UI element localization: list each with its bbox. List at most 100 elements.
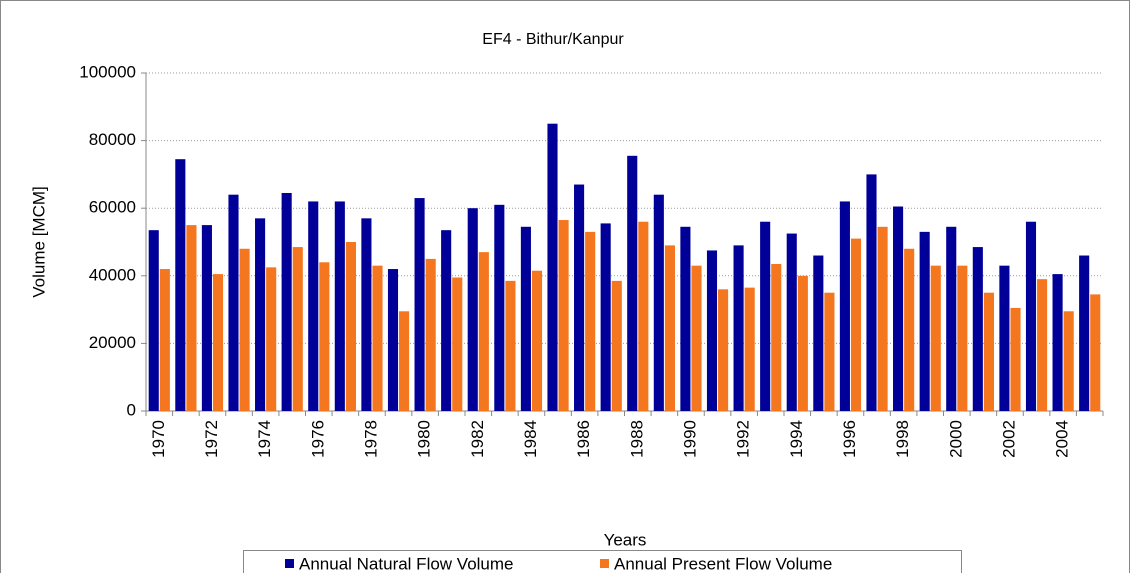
bar	[292, 247, 303, 411]
x-tick-label: 1996	[840, 420, 859, 458]
bar	[930, 265, 941, 411]
bar	[175, 159, 186, 411]
bar	[547, 123, 558, 411]
bar	[1025, 221, 1037, 411]
bar	[1090, 294, 1101, 411]
legend-label: Annual Natural Flow Volume	[299, 554, 514, 573]
bar	[744, 287, 755, 411]
chart-title: EF4 - Bithur/Kanpur	[482, 31, 624, 48]
bar	[627, 155, 638, 411]
x-tick-label: 2000	[946, 420, 965, 458]
bar	[414, 198, 425, 411]
x-tick-label: 1972	[202, 420, 221, 458]
x-tick-label: 1974	[255, 420, 274, 458]
bar	[1052, 274, 1063, 411]
y-tick-label: 60000	[89, 198, 136, 217]
bar	[452, 277, 463, 411]
bar	[797, 275, 808, 411]
bar	[957, 265, 968, 411]
bar	[904, 248, 915, 411]
bar	[520, 226, 531, 411]
bar	[706, 250, 718, 411]
bar	[159, 269, 170, 411]
bar	[866, 174, 877, 411]
x-tick-label: 1970	[149, 420, 168, 458]
bar	[372, 265, 383, 411]
legend-label: Annual Present Flow Volume	[614, 554, 832, 573]
bar	[212, 274, 224, 411]
x-tick-label: 1994	[787, 420, 806, 458]
x-tick-label: 2004	[1053, 420, 1072, 458]
x-tick-label: 2002	[999, 420, 1018, 458]
bar	[600, 223, 611, 411]
bar	[319, 262, 330, 411]
bar	[239, 248, 250, 411]
bar	[664, 245, 675, 411]
bar	[186, 225, 197, 411]
bar	[494, 204, 505, 411]
bar	[1063, 311, 1074, 411]
bar	[813, 255, 824, 411]
bar	[786, 233, 797, 411]
bar	[919, 231, 930, 411]
bar	[361, 218, 372, 411]
bar	[558, 220, 569, 411]
x-tick-label: 1976	[308, 420, 327, 458]
x-tick-label: 1992	[734, 420, 753, 458]
bar	[893, 206, 904, 411]
bar	[505, 280, 516, 411]
y-tick-label: 20000	[89, 333, 136, 352]
bar	[387, 269, 399, 411]
bar	[266, 267, 277, 411]
bar	[478, 252, 489, 411]
bar	[345, 242, 356, 411]
bar	[877, 226, 888, 411]
x-tick-label: 1998	[893, 420, 912, 458]
bar	[1037, 279, 1048, 411]
bar	[638, 221, 649, 411]
bar	[733, 245, 744, 411]
y-tick-label: 0	[127, 400, 136, 419]
bar	[441, 230, 452, 411]
bar	[531, 270, 543, 411]
bar	[585, 231, 596, 411]
legend-swatch	[285, 559, 294, 568]
bar	[148, 230, 159, 411]
bar	[334, 201, 345, 411]
bar	[718, 289, 729, 411]
x-tick-label: 1980	[415, 420, 434, 458]
bar	[680, 226, 691, 411]
bar	[399, 311, 410, 411]
bar	[467, 208, 478, 411]
bar	[255, 218, 266, 411]
x-tick-label: 1978	[361, 420, 380, 458]
bar	[824, 292, 835, 411]
bar	[972, 247, 983, 411]
bar	[760, 221, 771, 411]
x-tick-label: 1986	[574, 420, 593, 458]
bar	[308, 201, 319, 411]
bar	[983, 292, 994, 411]
bar	[653, 194, 664, 411]
y-axis-label: Volume [MCM]	[29, 186, 48, 297]
bar	[1010, 307, 1021, 411]
bar	[611, 280, 622, 411]
bar	[771, 263, 782, 411]
legend-swatch	[600, 559, 609, 568]
bar	[281, 192, 292, 411]
bar	[839, 201, 850, 411]
bar	[1079, 255, 1090, 411]
y-tick-label: 80000	[89, 130, 136, 149]
bar	[201, 225, 212, 411]
x-tick-label: 1984	[521, 420, 540, 458]
bar	[228, 194, 239, 411]
bar	[691, 265, 702, 411]
x-tick-label: 1982	[468, 420, 487, 458]
bar	[946, 226, 957, 411]
x-tick-label: 1988	[627, 420, 646, 458]
x-tick-label: 1990	[680, 420, 699, 458]
x-axis-label: Years	[604, 530, 647, 549]
bar	[999, 265, 1010, 411]
bar	[574, 184, 585, 411]
